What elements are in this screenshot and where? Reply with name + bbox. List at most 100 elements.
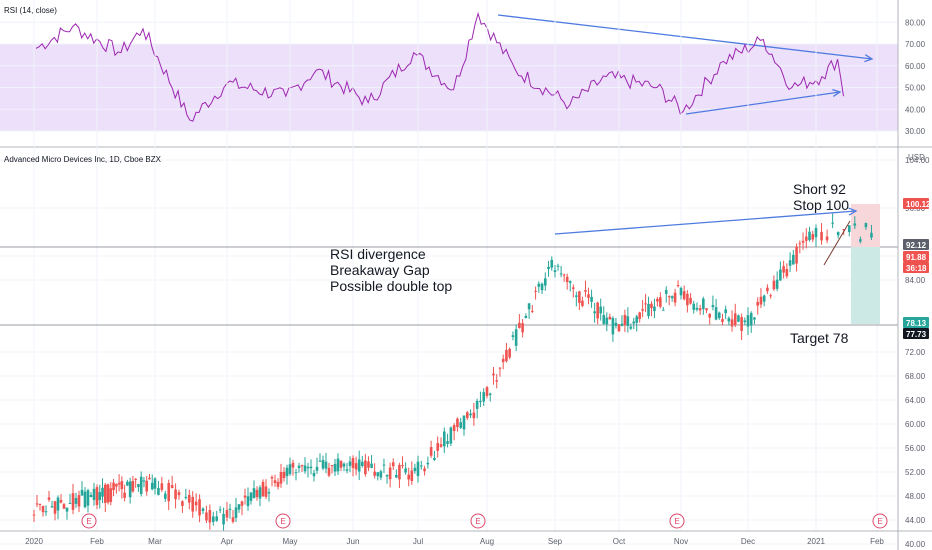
candle-body: [228, 508, 232, 510]
candle-body: [44, 511, 48, 513]
candle-body: [759, 296, 763, 305]
candle-body: [820, 231, 823, 241]
candle-body: [568, 281, 572, 283]
rsi-grid: [0, 14, 898, 132]
rsi-lower-trendline-head: [832, 88, 842, 98]
candle-body: [608, 316, 612, 320]
time-tick-label: Aug: [480, 537, 494, 546]
candle-body: [174, 489, 177, 500]
candle-body: [617, 324, 621, 332]
candle-body: [218, 509, 222, 511]
candle-body: [864, 222, 868, 228]
candle-body: [814, 227, 818, 238]
rsi-tick-label: 70.00: [905, 40, 926, 49]
candle-body: [62, 504, 66, 509]
candle-body: [785, 269, 789, 277]
candle-body: [215, 516, 219, 521]
analysis-line-1: RSI divergence: [330, 246, 426, 262]
earnings-marker: [81, 513, 97, 529]
candle-body: [134, 478, 137, 480]
candle-body: [811, 234, 815, 240]
candle-body: [695, 307, 699, 310]
candle-body: [692, 303, 696, 310]
time-tick-label: Jul: [413, 537, 423, 546]
candle-body: [330, 465, 334, 467]
candle-body: [632, 321, 636, 324]
candle-body: [498, 367, 502, 369]
candle-body: [339, 460, 343, 468]
candle-body: [342, 463, 346, 467]
candle-body: [550, 259, 554, 268]
candle-body: [462, 415, 466, 430]
candle-body: [89, 494, 93, 498]
candle-body: [258, 487, 262, 499]
candle-body: [714, 307, 718, 320]
price-tag-box: [903, 239, 929, 250]
candle-body: [698, 308, 702, 311]
candle-body: [439, 444, 443, 447]
time-tick-label: Feb: [870, 537, 884, 546]
price-tag-box: [903, 262, 929, 273]
candle-body: [664, 290, 668, 294]
currency-label: USD: [908, 153, 925, 162]
candle-body: [472, 412, 476, 419]
candle-body: [653, 306, 656, 312]
candle-body: [142, 480, 146, 482]
price-axis: 104.0096.0088.0084.0072.0068.0064.0060.0…: [905, 156, 930, 549]
candle-body: [348, 461, 352, 466]
price-grid: [0, 0, 898, 545]
candle-body: [423, 468, 426, 472]
candle-body: [559, 273, 563, 275]
candle-body: [611, 318, 615, 335]
candle-body: [38, 503, 42, 505]
time-tick-label: May: [282, 537, 297, 546]
candle-body: [282, 471, 286, 479]
candle-body: [264, 486, 268, 497]
rsi-tick-label: 80.00: [905, 18, 926, 27]
candle-body: [367, 461, 370, 468]
candle-body: [537, 283, 541, 287]
candle-body: [749, 312, 753, 326]
candle-body: [647, 303, 650, 317]
price-tag-label: 91.88: [906, 253, 927, 262]
candle-body: [779, 269, 782, 281]
candle-body: [321, 459, 325, 469]
candle-body: [429, 447, 433, 456]
candle-body: [385, 474, 389, 477]
candle-body: [553, 270, 557, 272]
rsi-upper-trendline-line: [497, 14, 873, 60]
price-tag-label: 36:18: [906, 264, 927, 273]
candle-body: [644, 303, 647, 305]
candle-body: [475, 400, 479, 409]
candle-body: [659, 297, 662, 307]
candle-body: [243, 495, 247, 498]
candle-body: [808, 231, 811, 241]
wedge-line: [823, 220, 851, 266]
time-tick-label: Nov: [674, 537, 688, 546]
candle-body: [614, 322, 618, 326]
time-tick-label: Dec: [741, 537, 755, 546]
candle-body: [131, 481, 135, 492]
candle-body: [198, 499, 201, 516]
candle-body: [276, 481, 280, 487]
candle-body: [357, 459, 361, 472]
candle-body: [123, 492, 126, 498]
time-tick-label: 2020: [25, 537, 43, 546]
candle-body: [599, 306, 603, 314]
candle-body: [792, 254, 795, 265]
candle-body: [556, 265, 560, 267]
price-tick-label: 40.00: [905, 540, 926, 549]
rsi-tick-label: 30.00: [905, 127, 926, 136]
candle-body: [842, 228, 846, 230]
candle-body: [766, 287, 769, 292]
candle-body: [47, 497, 51, 500]
candle-body: [194, 501, 198, 506]
candle-body: [184, 496, 188, 499]
candle-body: [379, 471, 383, 478]
earnings-marker: [470, 513, 486, 529]
candle-body: [753, 317, 756, 320]
candle-body: [303, 465, 307, 472]
candle-body: [246, 496, 250, 507]
